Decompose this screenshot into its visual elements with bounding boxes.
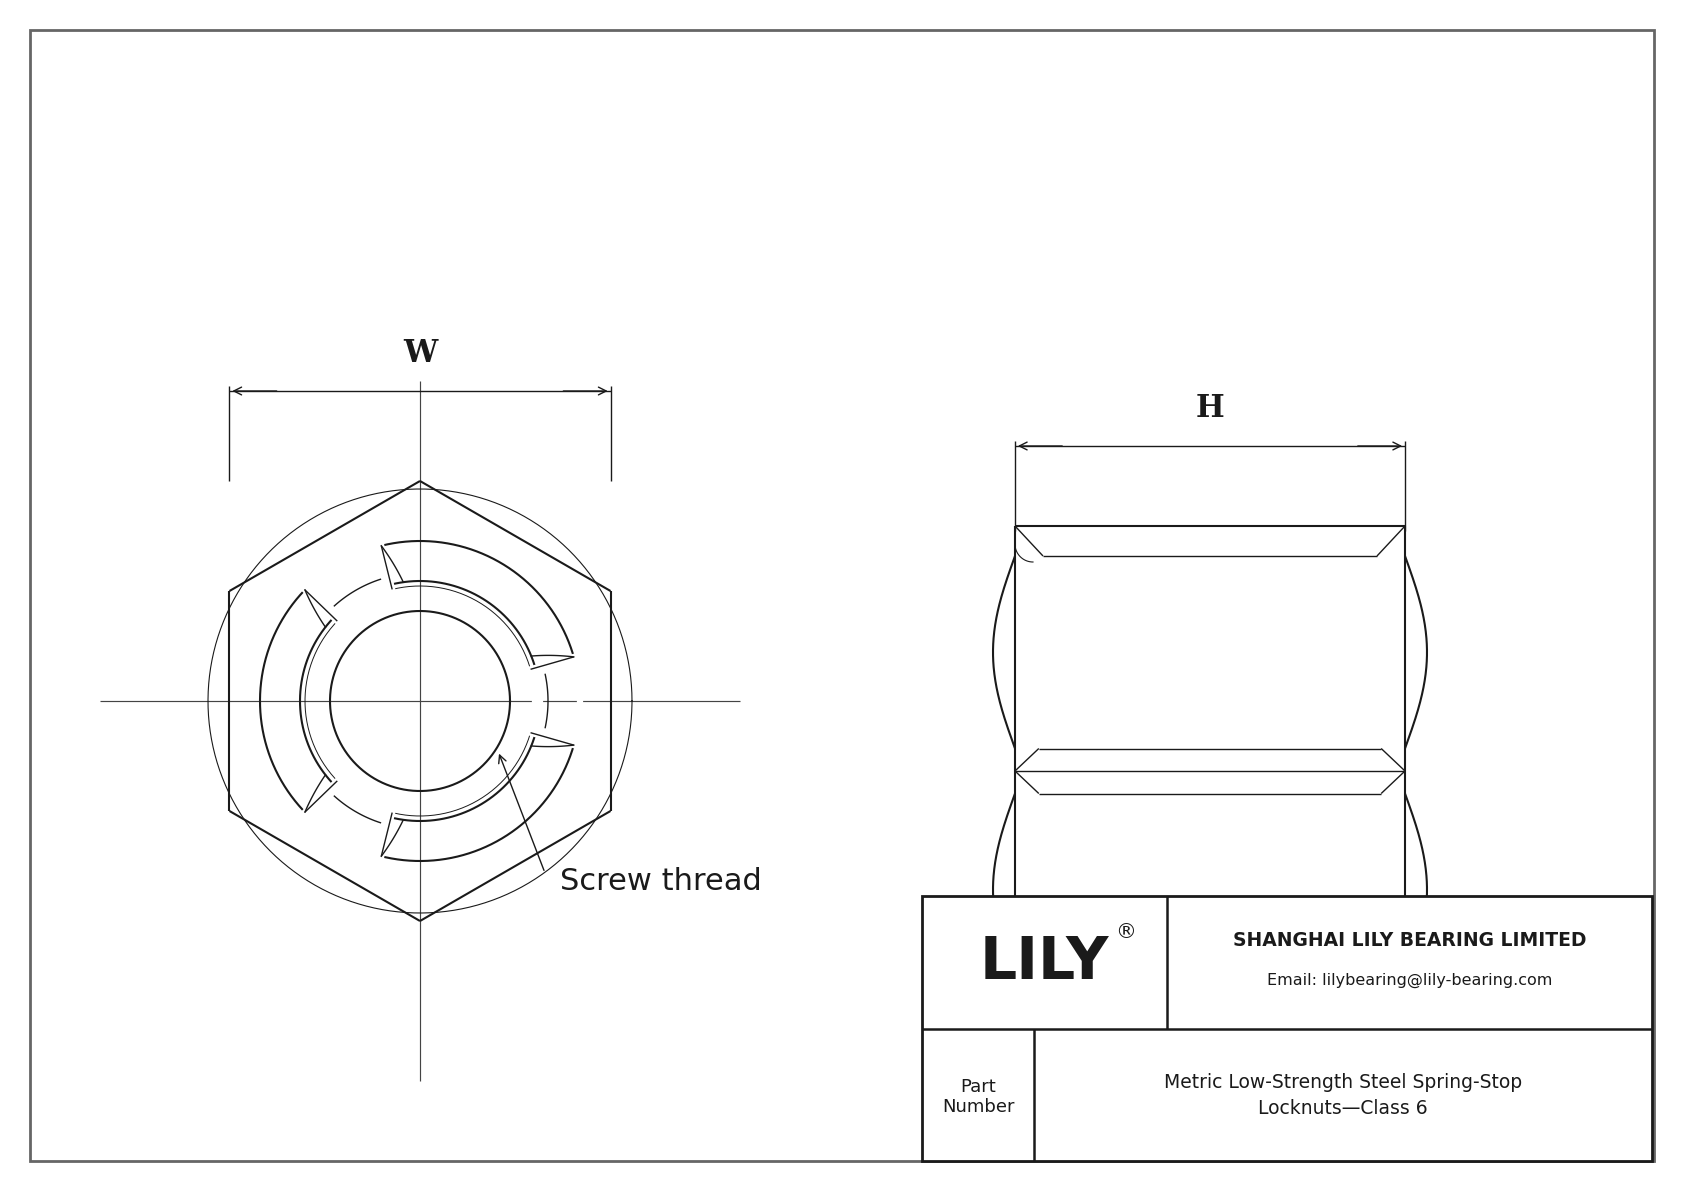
Text: Screw thread: Screw thread — [561, 867, 761, 896]
Text: Metric Low-Strength Steel Spring-Stop: Metric Low-Strength Steel Spring-Stop — [1164, 1073, 1522, 1092]
Text: H: H — [1196, 393, 1224, 424]
Text: Email: lilybearing@lily-bearing.com: Email: lilybearing@lily-bearing.com — [1266, 973, 1553, 987]
Text: ®: ® — [1115, 922, 1137, 942]
Text: Part: Part — [960, 1078, 995, 1096]
Bar — [923, 896, 1652, 1161]
Text: Locknuts—Class 6: Locknuts—Class 6 — [1258, 1099, 1428, 1118]
Text: Number: Number — [941, 1098, 1014, 1116]
Text: W: W — [402, 338, 438, 369]
Text: SHANGHAI LILY BEARING LIMITED: SHANGHAI LILY BEARING LIMITED — [1233, 930, 1586, 949]
Text: LILY: LILY — [980, 934, 1108, 991]
